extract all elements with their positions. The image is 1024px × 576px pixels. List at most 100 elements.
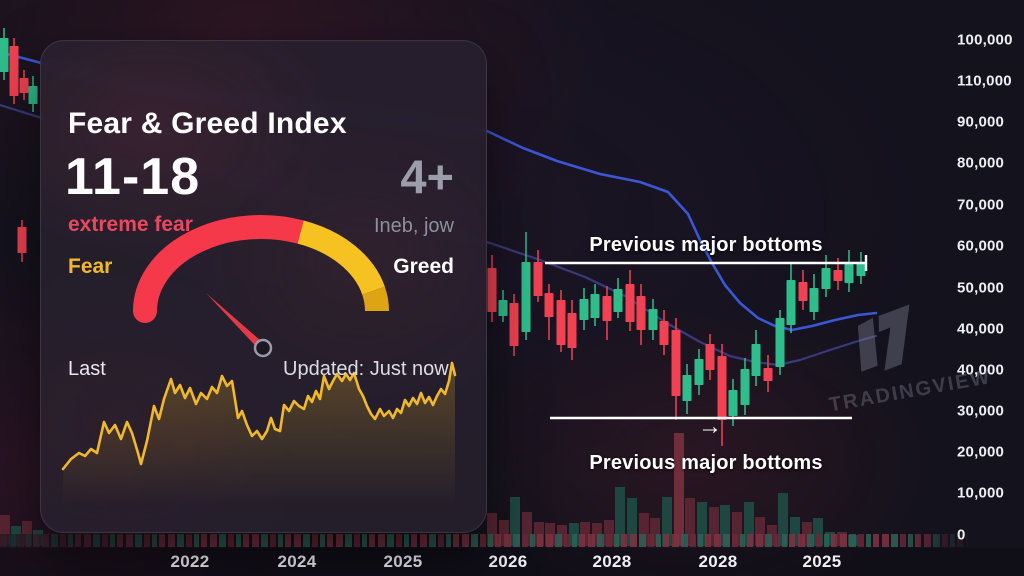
- x-tick-label: 2028: [592, 552, 632, 571]
- volume-bar: [813, 518, 823, 546]
- gauge-needle-pivot: [253, 338, 273, 358]
- y-tick-label: 40,000: [957, 361, 1005, 379]
- y-tick-label: 30,000: [957, 402, 1005, 420]
- candle-body: [556, 300, 566, 345]
- y-tick-label: 20,000: [957, 443, 1005, 461]
- volume-bar: [639, 513, 649, 546]
- x-tick-label: 2022: [170, 552, 210, 571]
- candle-body: [533, 262, 543, 296]
- volume-bar: [697, 502, 707, 546]
- candle-body: [798, 282, 808, 301]
- candle-body: [821, 268, 831, 289]
- candle-body: [671, 330, 681, 396]
- secondary-value-label: Ineb, jow: [373, 215, 454, 237]
- volume-bar: [604, 520, 614, 546]
- candle-body: [17, 227, 27, 253]
- candle-body: [509, 303, 519, 346]
- volume-bar: [615, 487, 625, 546]
- candle-body: [648, 309, 658, 330]
- fear-greed-gauge: [133, 215, 389, 358]
- volume-bar: [732, 512, 742, 546]
- y-tick-label: 10,000: [957, 484, 1005, 502]
- volume-bar: [720, 505, 730, 546]
- volume-bar: [662, 497, 672, 546]
- candle-body: [694, 359, 704, 385]
- volume-bar: [22, 521, 32, 546]
- candle-body: [9, 46, 19, 96]
- card-title: Fear & Greed Index: [68, 107, 347, 140]
- gauge-segment: [297, 220, 385, 296]
- candle-body: [579, 299, 589, 320]
- down-arrow-icon: →: [698, 413, 722, 440]
- candle-body: [625, 284, 635, 322]
- candle-body: [705, 344, 715, 370]
- y-tick-label: 50,000: [957, 279, 1005, 297]
- candle-body: [717, 356, 727, 420]
- candle-body: [567, 313, 577, 348]
- gauge-fear-label: Fear: [68, 255, 113, 278]
- annotation-bottom-text: Previous major bottoms: [589, 452, 823, 474]
- y-tick-label: 100,000: [957, 31, 1013, 49]
- y-tick-label: 70,000: [957, 196, 1005, 214]
- index-value-label: extreme fear: [68, 213, 193, 236]
- volume-bar: [709, 507, 719, 546]
- gauge-segment: [133, 215, 313, 323]
- last-label: Last: [68, 358, 106, 380]
- candle-body: [28, 86, 38, 104]
- candle-body: [833, 270, 843, 281]
- x-tick-label: 2028: [698, 552, 738, 571]
- y-tick-label: 90,000: [957, 113, 1005, 131]
- candle-body: [856, 262, 866, 276]
- updated-label: Updated: Just now: [283, 358, 449, 380]
- sparkline-line: [61, 361, 457, 471]
- candle-body: [728, 390, 738, 416]
- volume-bar: [755, 517, 765, 546]
- candle-body: [763, 368, 773, 381]
- candle-body: [0, 38, 9, 72]
- candle-body: [636, 296, 646, 330]
- candle-body: [544, 293, 554, 317]
- candle-body: [682, 375, 692, 401]
- secondary-value: 4+: [400, 150, 454, 203]
- volume-bar: [487, 513, 497, 546]
- volume-bar: [674, 433, 684, 546]
- volume-bar: [650, 518, 660, 546]
- candle-body: [775, 318, 785, 367]
- candle-body: [844, 264, 854, 283]
- volume-bar: [0, 515, 10, 546]
- candle-body: [487, 268, 497, 312]
- fear-greed-card: Fear & Greed Index 11-18 extreme fear 4+…: [40, 40, 487, 533]
- candle-body: [590, 294, 600, 318]
- candle-body: [786, 280, 796, 325]
- candle-body: [809, 288, 819, 312]
- volume-bar: [685, 498, 695, 546]
- annotation-top-text: Previous major bottoms: [589, 234, 823, 256]
- x-tick-label: 2025: [383, 552, 423, 571]
- candle-body: [498, 300, 508, 316]
- volume-bar: [522, 512, 532, 546]
- y-tick-label: 0: [957, 526, 966, 544]
- candle-body: [659, 321, 669, 345]
- volume-bar: [790, 517, 800, 546]
- volume-bar: [510, 497, 520, 546]
- candle-body: [751, 344, 761, 376]
- fear-greed-sparkline: [61, 361, 457, 506]
- volume-bar: [778, 493, 788, 546]
- candle-body: [740, 369, 750, 405]
- candle-body: [19, 78, 29, 93]
- candle-body: [613, 289, 623, 312]
- gauge-segment: [362, 286, 389, 312]
- x-tick-label: 2024: [277, 552, 317, 571]
- gauge-greed-label: Greed: [393, 255, 454, 278]
- volume-bar: [744, 502, 754, 546]
- x-tick-label: 2025: [802, 552, 842, 571]
- volume-bar: [499, 520, 509, 546]
- y-tick-label: 110,000: [957, 72, 1012, 90]
- volume-bar: [627, 498, 637, 546]
- x-tick-label: 2026: [488, 552, 528, 571]
- index-value: 11-18: [65, 148, 201, 206]
- y-tick-label: 40,000: [957, 320, 1005, 338]
- y-tick-label: 60,000: [957, 237, 1005, 255]
- candle-body: [521, 262, 531, 332]
- volume-strip: [0, 534, 968, 547]
